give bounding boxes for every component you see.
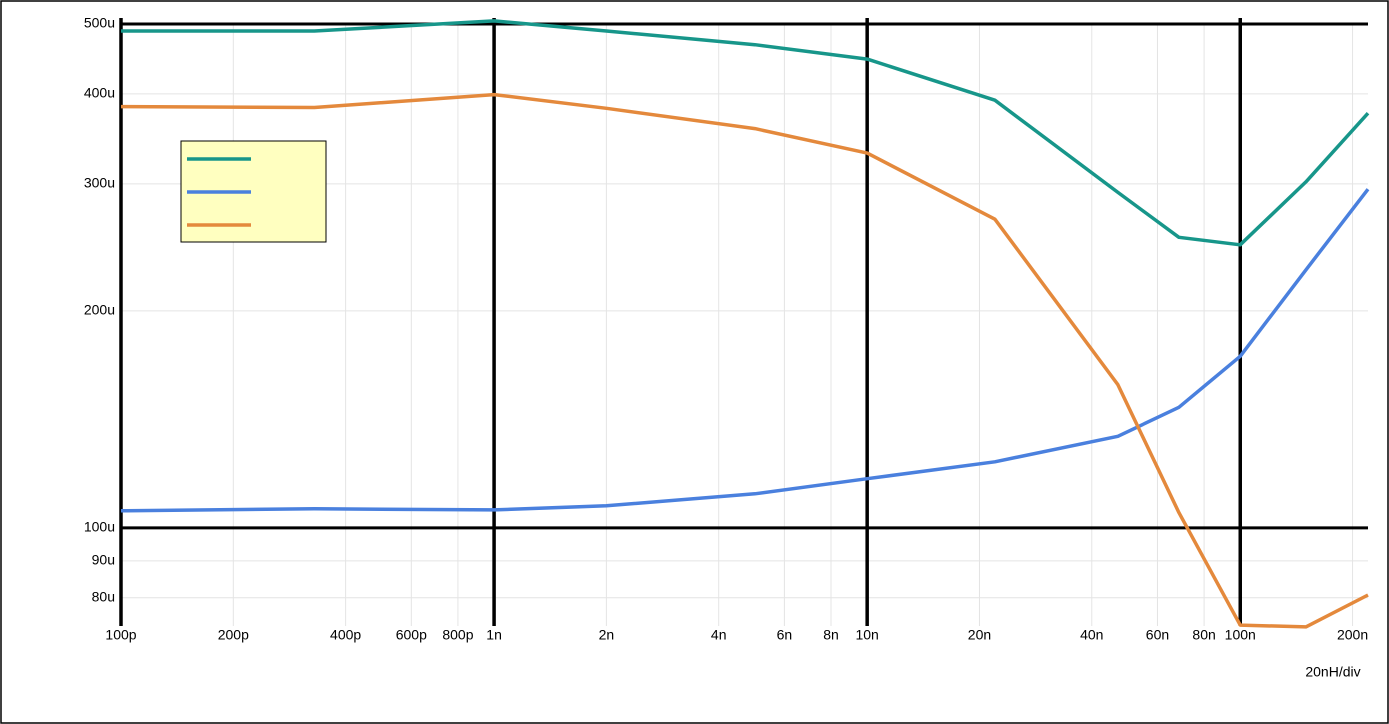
x-tick-label: 400p [330, 627, 361, 643]
series-line [121, 19, 1370, 247]
y-tick-label: 500u [84, 15, 115, 31]
x-tick-label: 80n [1192, 627, 1215, 643]
x-tick-label: 8n [823, 627, 839, 643]
x-tick-label: 6n [777, 627, 793, 643]
series-line [120, 92, 1369, 629]
series-line [120, 188, 1370, 513]
x-tick-label: 60n [1146, 627, 1169, 643]
y-tick-label: 400u [84, 85, 115, 101]
annotation: 20nH/div [1305, 664, 1360, 680]
x-tick-label: 800p [442, 627, 473, 643]
x-tick-label: 10n [855, 627, 878, 643]
x-tick-label: 200n [1337, 627, 1368, 643]
x-tick-label: 40n [1080, 627, 1103, 643]
x-tick-label: 20n [968, 627, 991, 643]
y-tick-label: 100u [84, 519, 115, 535]
x-tick-label: 200p [218, 627, 249, 643]
y-tick-label: 90u [92, 552, 115, 568]
x-tick-label: 600p [396, 627, 427, 643]
x-tick-label: 100p [105, 627, 136, 643]
x-tick-label: 4n [711, 627, 727, 643]
x-tick-label: 100n [1225, 627, 1256, 643]
y-tick-label: 80u [92, 588, 115, 604]
y-tick-label: 200u [84, 302, 115, 318]
x-tick-label: 2n [599, 627, 615, 643]
y-tick-label: 300u [84, 175, 115, 191]
x-tick-label: 1n [486, 627, 502, 643]
